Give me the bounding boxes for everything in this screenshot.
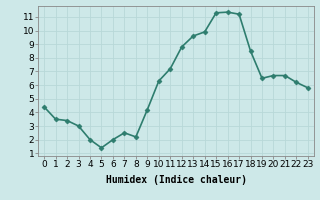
X-axis label: Humidex (Indice chaleur): Humidex (Indice chaleur) [106,175,246,185]
